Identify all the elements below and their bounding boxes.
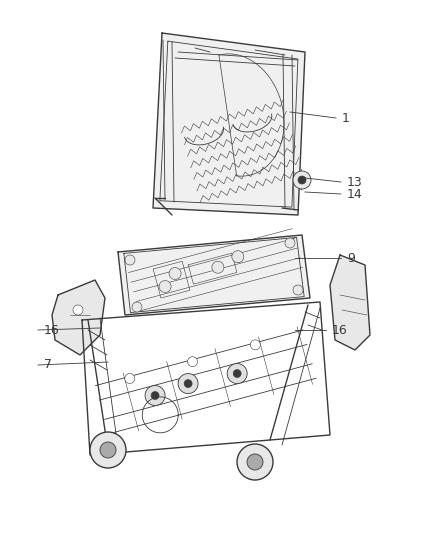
Circle shape [251, 340, 260, 350]
Polygon shape [330, 255, 370, 350]
Circle shape [169, 268, 181, 279]
Circle shape [232, 251, 244, 263]
Circle shape [212, 261, 224, 273]
Text: 1: 1 [342, 111, 350, 125]
Circle shape [125, 255, 135, 265]
Circle shape [187, 357, 198, 367]
Circle shape [227, 364, 247, 384]
Circle shape [100, 442, 116, 458]
Circle shape [237, 444, 273, 480]
Circle shape [145, 385, 165, 406]
Polygon shape [118, 235, 310, 315]
Text: 16: 16 [332, 324, 348, 336]
Circle shape [159, 280, 171, 293]
Text: 16: 16 [44, 324, 60, 336]
Polygon shape [52, 280, 105, 355]
Circle shape [285, 238, 295, 248]
Circle shape [125, 374, 135, 383]
Text: 9: 9 [347, 252, 355, 264]
Circle shape [233, 369, 241, 377]
Text: 14: 14 [347, 188, 363, 200]
Circle shape [132, 302, 142, 312]
Text: 13: 13 [347, 175, 363, 189]
Text: 7: 7 [44, 359, 52, 372]
Circle shape [90, 432, 126, 468]
Circle shape [293, 285, 303, 295]
Circle shape [298, 176, 306, 184]
Polygon shape [153, 33, 305, 215]
Circle shape [184, 379, 192, 387]
Circle shape [178, 374, 198, 393]
Circle shape [151, 392, 159, 400]
Circle shape [73, 305, 83, 315]
Circle shape [293, 171, 311, 189]
Circle shape [247, 454, 263, 470]
